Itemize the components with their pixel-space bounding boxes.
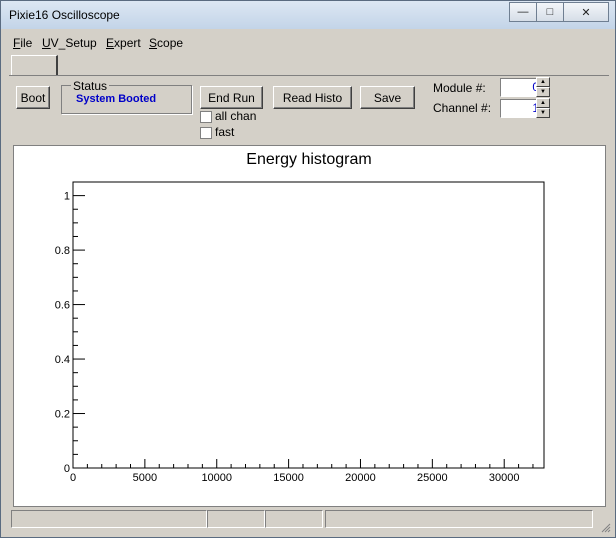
x-tick-label: 30000	[489, 472, 520, 484]
x-tick-label: 15000	[273, 472, 304, 484]
menu-expert[interactable]: Expert	[106, 36, 141, 50]
end-run-button[interactable]: End Run	[200, 86, 263, 109]
menu-uv-setup-accel: U	[42, 36, 51, 50]
fast-checkbox[interactable]	[200, 127, 212, 139]
channel-stepper[interactable]: ▲ ▼	[536, 98, 550, 118]
menu-scope-rest: cope	[157, 36, 184, 50]
y-tick-label: 0.6	[55, 300, 70, 312]
window-controls: — □ ✕	[509, 2, 609, 22]
x-tick-label: 0	[70, 472, 76, 484]
menu-uv-setup-rest: V_Setup	[50, 36, 97, 50]
module-label: Module #:	[433, 81, 486, 95]
status-bar	[9, 510, 609, 528]
boot-button[interactable]: Boot	[16, 86, 50, 109]
y-tick-label: 0.8	[55, 245, 70, 257]
window-title: Pixie16 Oscilloscope	[9, 8, 120, 22]
tab-strip	[9, 53, 609, 76]
plot-frame	[72, 181, 545, 469]
maximize-button[interactable]: □	[536, 2, 564, 22]
menu-expert-accel: E	[106, 36, 115, 50]
x-tick-label: 10000	[201, 472, 232, 484]
title-bar[interactable]: Pixie16 Oscilloscope — □ ✕	[1, 1, 615, 29]
x-axis: 0 5000 10000 15000 20000 25000 30000	[70, 459, 534, 484]
y-tick-label: 1	[64, 191, 70, 203]
menu-file-rest: ile	[20, 36, 33, 50]
minimize-button[interactable]: —	[509, 2, 537, 22]
status-frame	[61, 85, 192, 114]
status-segment-3	[265, 510, 323, 528]
channel-label: Channel #:	[433, 101, 492, 115]
menu-file[interactable]: File	[13, 36, 32, 50]
menu-file-accel: F	[13, 36, 21, 50]
resize-grip-icon[interactable]	[601, 523, 611, 533]
read-histo-button[interactable]: Read Histo	[273, 86, 352, 109]
status-segment-4	[325, 510, 593, 528]
channel-up-icon[interactable]: ▲	[536, 98, 550, 108]
chart-title: Energy histogram	[246, 151, 371, 168]
menu-uv-setup[interactable]: UV_Setup	[42, 36, 97, 50]
menu-scope[interactable]: Scope	[149, 36, 183, 50]
y-tick-label: 0	[64, 463, 70, 475]
status-segment-1	[11, 510, 207, 528]
all-chan-checkbox[interactable]	[200, 111, 212, 123]
channel-down-icon[interactable]: ▼	[536, 108, 550, 118]
status-value: System Booted	[76, 93, 157, 105]
menu-scope-accel: S	[149, 36, 158, 50]
plot-canvas[interactable]: Energy histogram 0 5000 10000 15000 20000 250…	[13, 145, 606, 507]
tab-main[interactable]	[11, 55, 58, 75]
x-tick-label: 20000	[345, 472, 376, 484]
module-stepper[interactable]: ▲ ▼	[536, 77, 550, 97]
module-down-icon[interactable]: ▼	[536, 87, 550, 97]
menu-expert-rest: xpert	[114, 36, 141, 50]
y-axis: 0 0.2 0.4 0.6 0.8 1	[55, 191, 85, 475]
status-segment-2	[207, 510, 265, 528]
close-button[interactable]: ✕	[563, 2, 609, 22]
fast-label: fast	[215, 125, 235, 139]
energy-histogram-chart: Energy histogram 0 5000 10000 15000 20000 250…	[55, 151, 545, 484]
y-tick-label: 0.2	[55, 409, 70, 421]
status-legend: Status	[71, 79, 110, 93]
menu-bar: File UV_Setup Expert Scope	[9, 31, 609, 51]
x-tick-label: 5000	[133, 472, 157, 484]
module-input[interactable]: 0	[500, 78, 542, 97]
channel-input[interactable]: 1	[500, 99, 542, 118]
save-button[interactable]: Save	[360, 86, 415, 109]
y-tick-label: 0.4	[55, 354, 70, 366]
all-chan-label: all chan	[215, 109, 257, 123]
x-tick-label: 25000	[417, 472, 448, 484]
module-up-icon[interactable]: ▲	[536, 77, 550, 87]
